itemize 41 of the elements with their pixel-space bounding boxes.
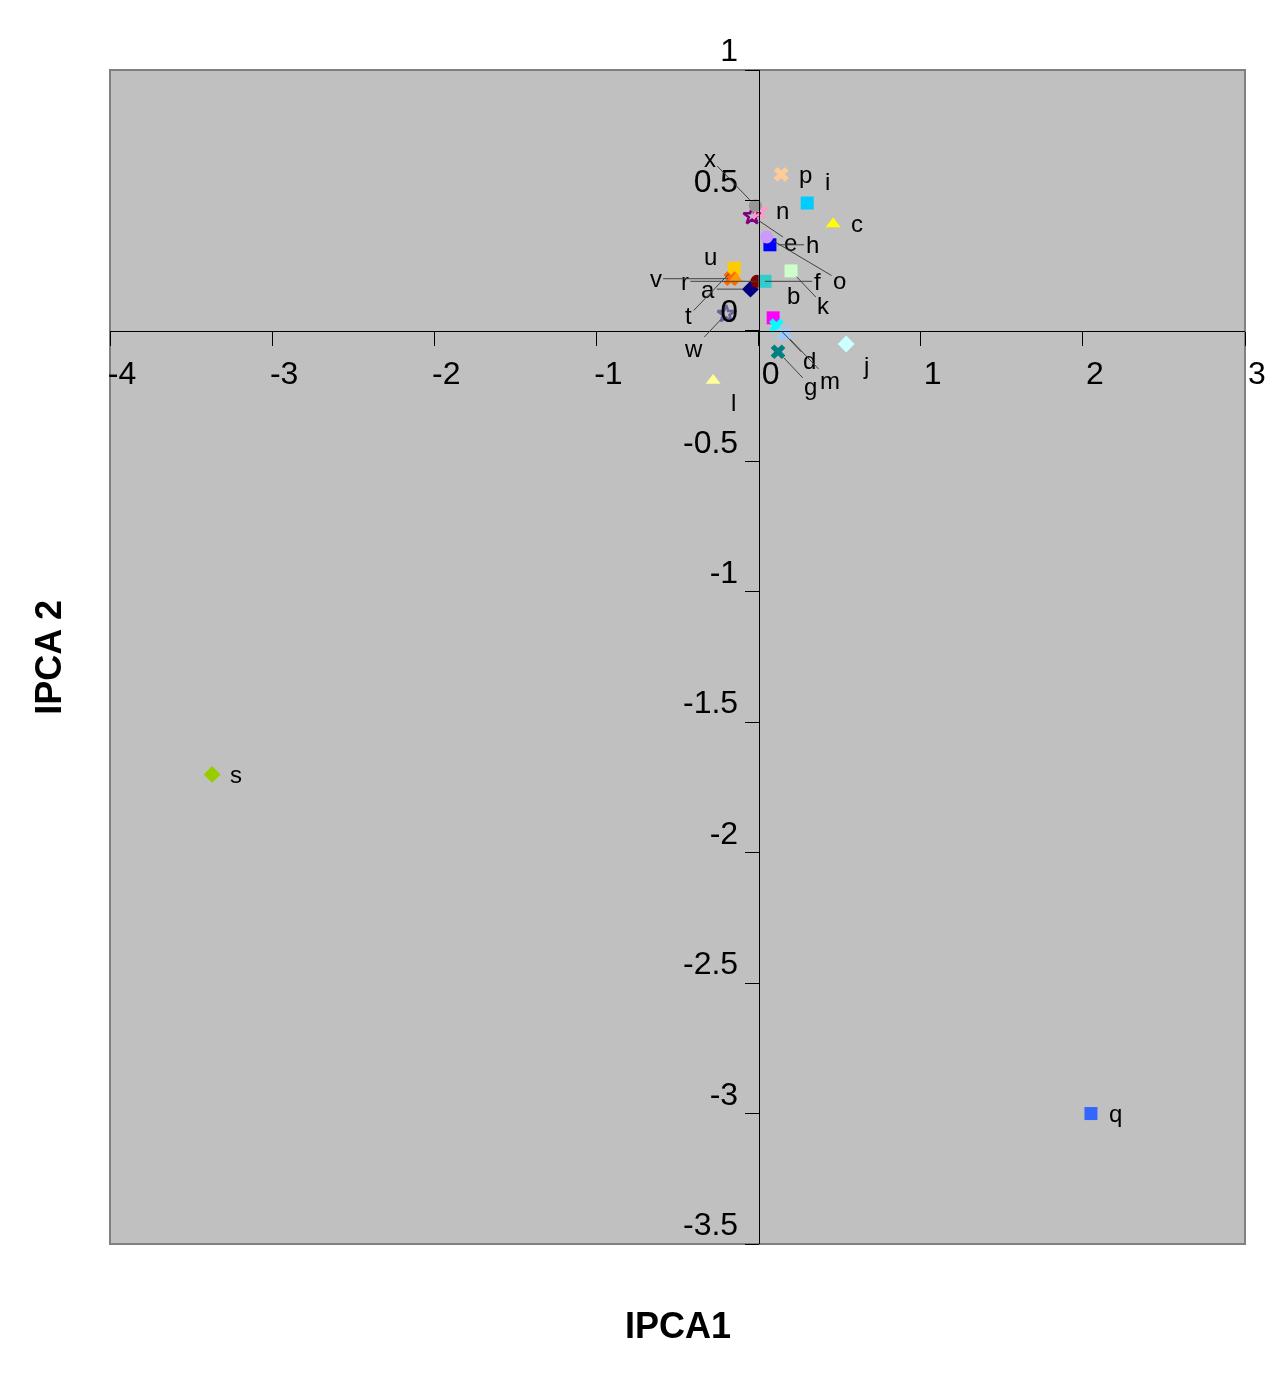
series-label: p	[799, 161, 813, 188]
y-tick-label: 1	[720, 32, 739, 69]
text: r	[681, 268, 689, 295]
series-label: k	[817, 292, 830, 319]
series-label: h	[806, 231, 820, 258]
y-tick-label: -3	[709, 1075, 739, 1112]
series-label: e	[784, 229, 798, 256]
series-label: m	[820, 367, 840, 394]
y-tick-label: -0.5	[683, 423, 739, 460]
series-label: a	[701, 276, 715, 303]
x-tick-label: -1	[594, 355, 623, 392]
x-tick-label: 3	[1248, 355, 1266, 392]
x-tick-label: 0	[761, 355, 780, 392]
series-label: q	[1109, 1100, 1123, 1127]
x-tick-label: -4	[107, 355, 137, 392]
series-label: u	[704, 243, 718, 270]
x-tick-label: -3	[269, 355, 299, 392]
series-label: g	[804, 373, 818, 400]
x-axis-title: IPCA1	[625, 1305, 732, 1346]
series-label: b	[787, 282, 801, 309]
x-tick-label: 1	[923, 355, 942, 392]
series-label: s	[230, 761, 242, 788]
series-label: n	[776, 197, 790, 224]
y-tick-label: -2.5	[683, 945, 739, 982]
series-label: w	[684, 335, 703, 362]
y-tick-label: 0	[720, 293, 739, 330]
series-label: c	[851, 210, 863, 237]
y-axis-title: IPCA 2	[27, 600, 69, 715]
x-tick-label: -2	[432, 355, 461, 392]
text: v	[650, 265, 662, 292]
series-label: j	[863, 352, 870, 379]
series-label: l	[731, 389, 737, 416]
y-tick-label: -1	[709, 553, 739, 590]
y-tick-label: -2	[709, 814, 739, 851]
series-label: i	[825, 168, 831, 195]
y-tick-label: -1.5	[683, 684, 739, 721]
y-tick-label: -3.5	[683, 1206, 739, 1243]
text: o	[833, 267, 847, 294]
series-label: t	[685, 302, 692, 329]
x-tick-label: 2	[1085, 355, 1104, 392]
text: f	[814, 268, 821, 295]
